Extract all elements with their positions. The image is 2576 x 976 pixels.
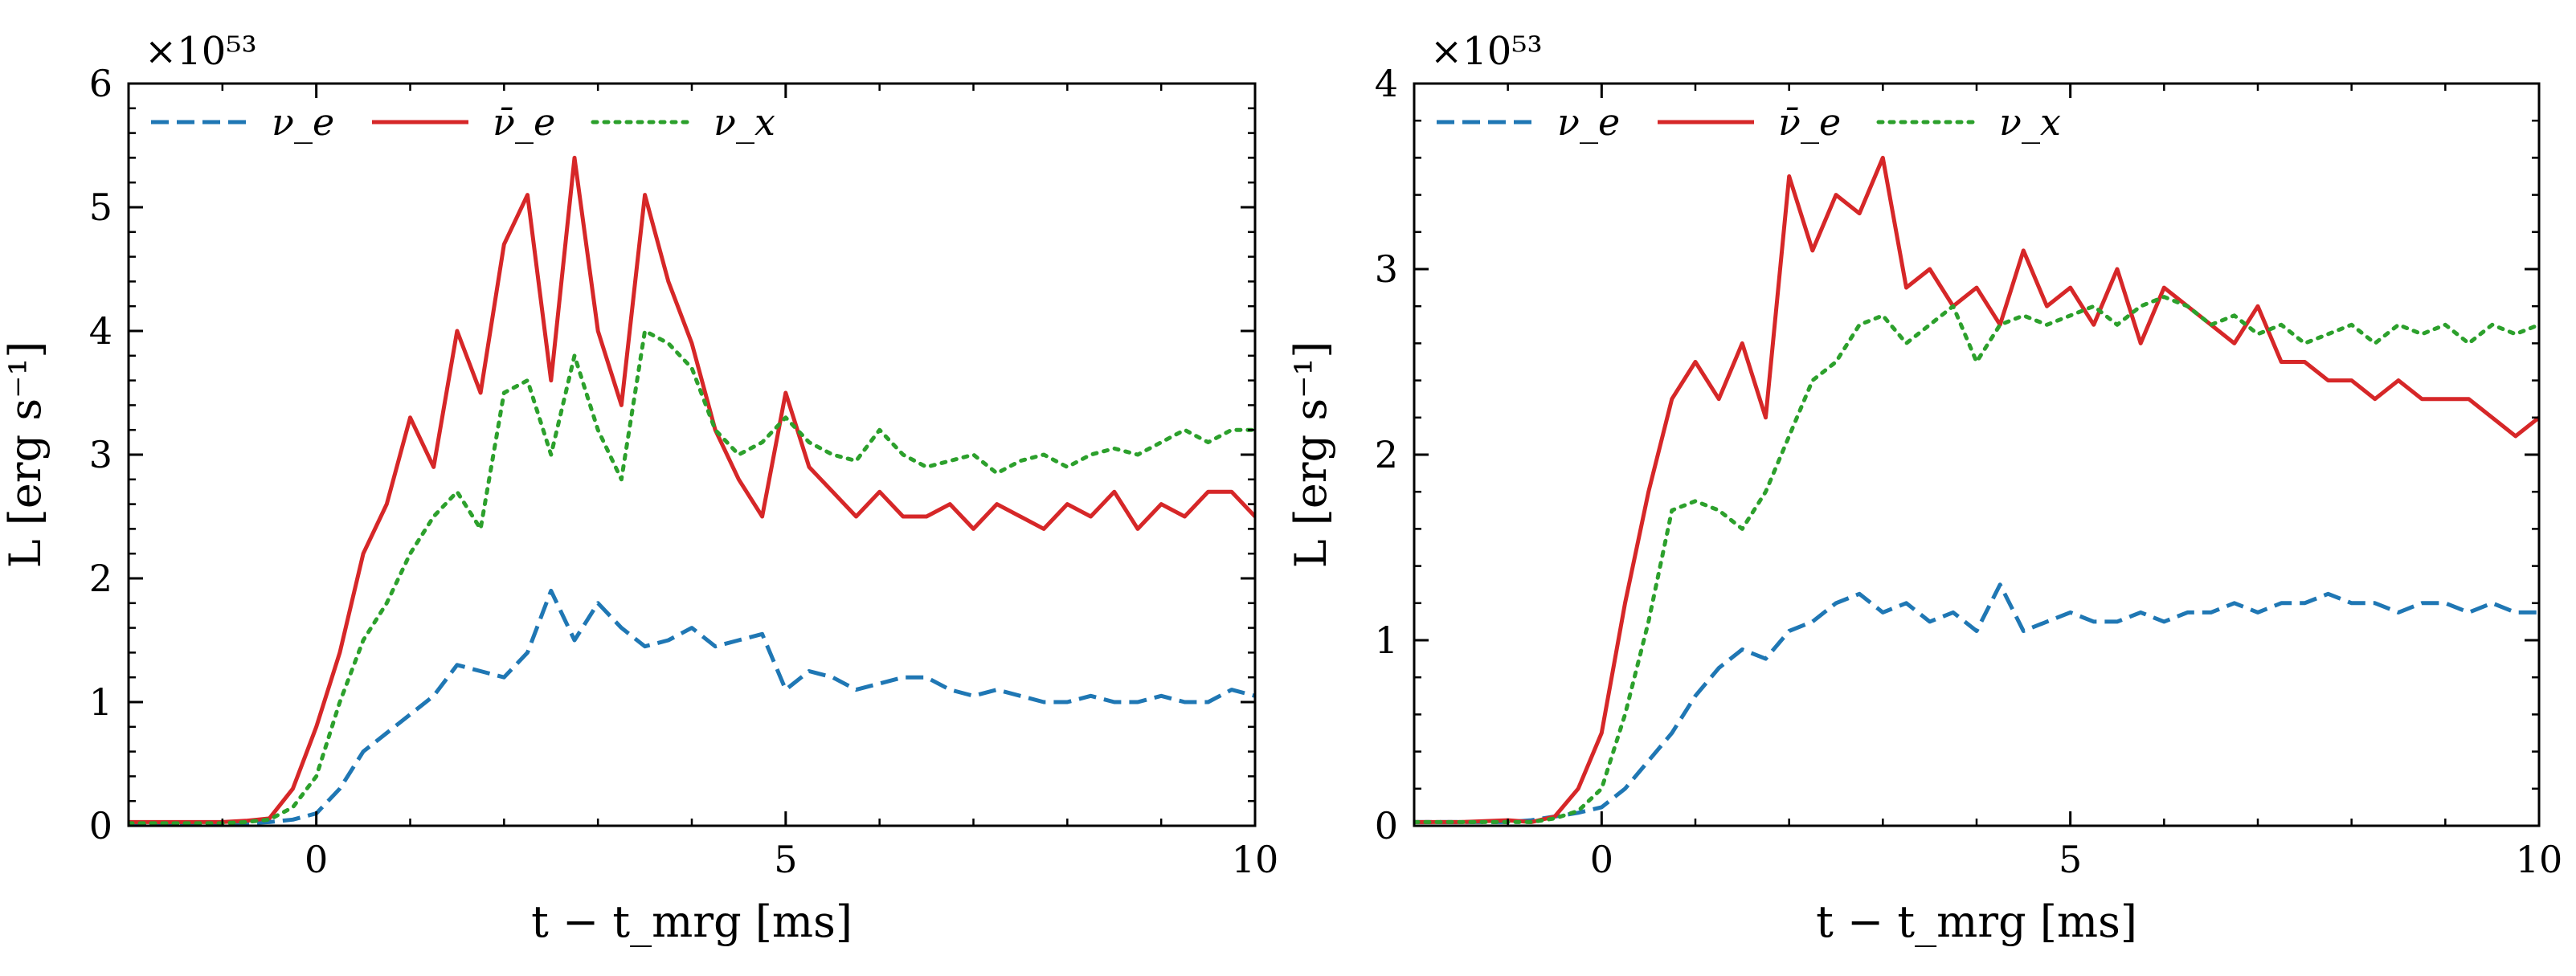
legend-label-1: ν_e — [1557, 100, 1620, 144]
y-tick-label: 2 — [1375, 433, 1398, 476]
y-tick-label: 3 — [89, 433, 112, 476]
y-scale-label: ×10⁵³ — [1430, 29, 1543, 74]
chart-panel-1: 0 5 10 0 1 2 3 4 5 6 ×10⁵³ t − t_mrg [ms] L [erg s⁻¹… — [0, 29, 1278, 947]
y-tick-label: 6 — [89, 62, 112, 105]
y-tick-label: 0 — [1375, 804, 1398, 847]
legend-label-1: ν_e — [272, 100, 334, 144]
legend: ν_e ν̄_e ν_x — [151, 100, 775, 144]
series-line-3 — [129, 329, 1255, 826]
x-tick-label: 5 — [2059, 838, 2082, 881]
legend-label-2: ν̄_e — [493, 100, 555, 144]
y-axis-label: L [erg s⁻¹] — [1286, 341, 1336, 569]
legend-label-2: ν̄_e — [1778, 100, 1841, 144]
series-line-2 — [129, 155, 1255, 824]
y-tick-label: 4 — [89, 309, 112, 353]
x-tick-label: 0 — [305, 838, 328, 881]
legend-label-3: ν_x — [1999, 100, 2061, 144]
legend-label-3: ν_x — [714, 100, 775, 144]
y-scale-label: ×10⁵³ — [145, 29, 257, 74]
y-tick-label: 3 — [1375, 247, 1398, 291]
series-line-3 — [1414, 295, 2539, 824]
series-line-2 — [1414, 155, 2539, 824]
y-tick-label: 1 — [1375, 619, 1398, 662]
y-tick-label: 2 — [89, 557, 112, 600]
x-axis-label: t − t_mrg [ms] — [531, 896, 853, 947]
plot-frame — [127, 82, 1257, 827]
series-line-1 — [1414, 582, 2539, 824]
y-axis-label: L [erg s⁻¹] — [0, 341, 51, 569]
y-tick-label: 1 — [89, 680, 112, 724]
plot-frame — [1413, 82, 2541, 827]
y-tick-label: 0 — [89, 804, 112, 847]
x-tick-label: 10 — [1232, 838, 1279, 881]
y-tick-label: 4 — [1375, 62, 1398, 105]
legend: ν_e ν̄_e ν_x — [1437, 100, 2061, 144]
x-tick-label: 5 — [774, 838, 797, 881]
x-tick-label: 0 — [1590, 838, 1613, 881]
x-axis-label: t − t_mrg [ms] — [1816, 896, 2137, 947]
chart-panel-2: 0 5 10 0 1 2 3 4 ×10⁵³ t − t_mrg [ms] L [erg s⁻¹] ν… — [1286, 29, 2562, 947]
series-line-1 — [129, 588, 1255, 826]
x-tick-label: 10 — [2516, 838, 2563, 881]
y-tick-label: 5 — [89, 186, 112, 229]
